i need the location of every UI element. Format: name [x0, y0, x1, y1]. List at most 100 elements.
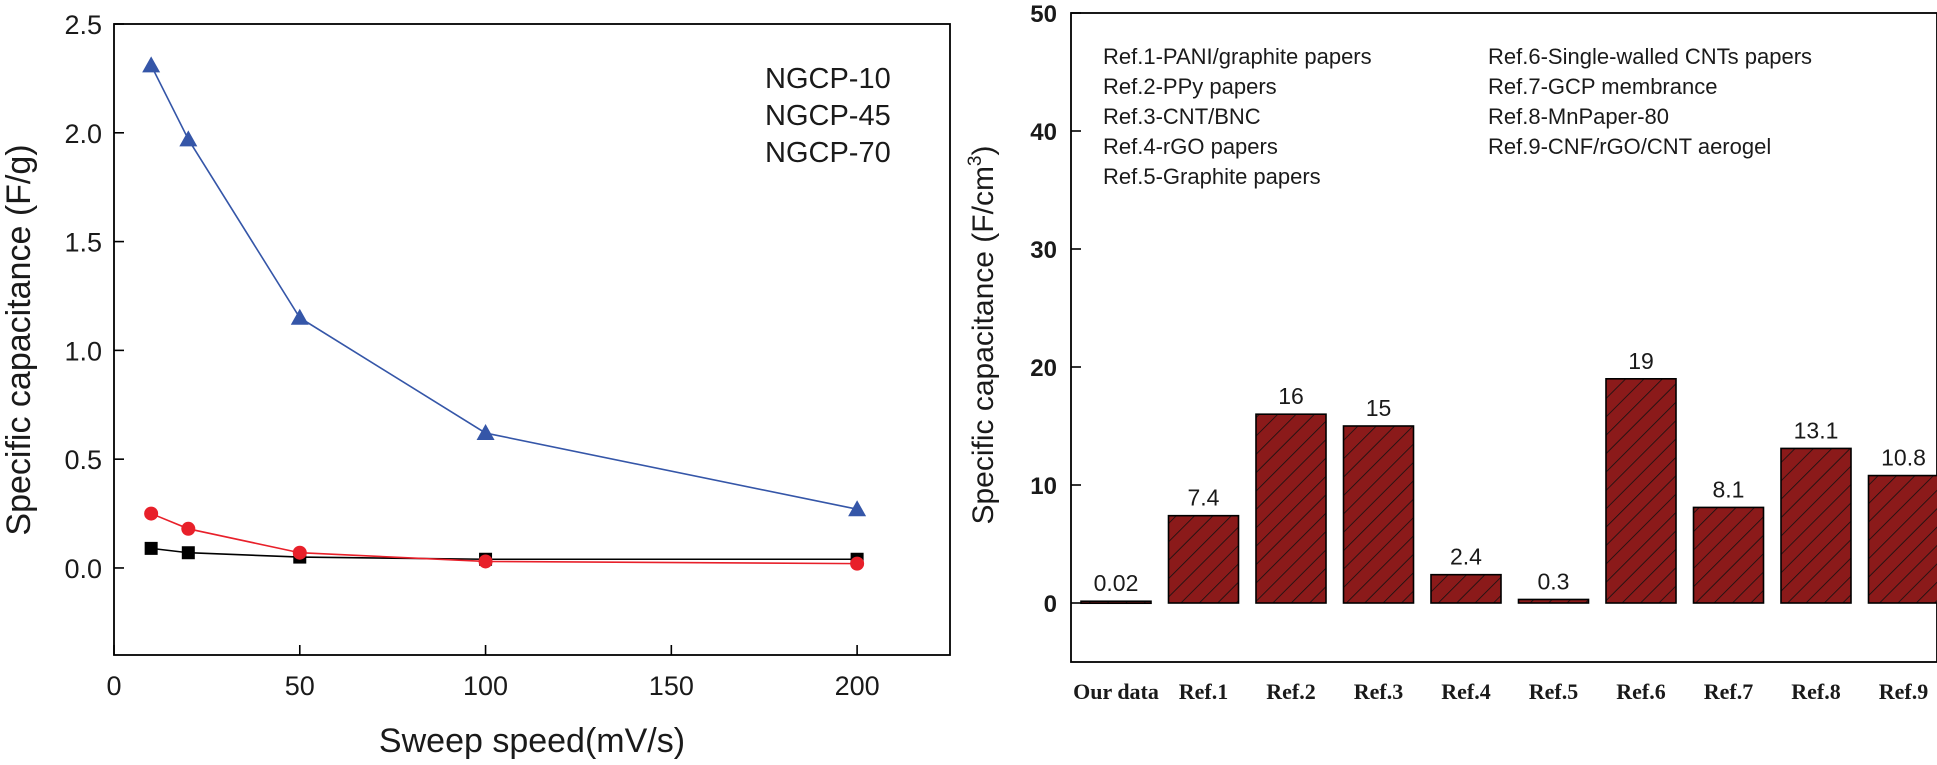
reference-entry: Ref.5-Graphite papers	[1103, 164, 1321, 189]
category-label: Ref.5	[1529, 679, 1578, 704]
category-label: Our data	[1073, 679, 1159, 704]
bar	[1342, 425, 1415, 604]
data-point-triangle	[476, 424, 495, 441]
line-chart-frame	[113, 23, 951, 656]
reference-description: -Single-walled CNTs papers	[1541, 44, 1812, 69]
category-label: Ref.7	[1704, 679, 1753, 704]
series-line-1	[151, 547, 858, 561]
bar	[1867, 474, 1937, 604]
category-label: Ref.1	[1179, 679, 1228, 704]
reference-entry: Ref.4-rGO papers	[1103, 134, 1278, 159]
bar	[1080, 600, 1152, 605]
reference-entry: Ref.6-Single-walled CNTs papers	[1488, 44, 1812, 69]
reference-entry: Ref.2-PPy papers	[1103, 74, 1277, 99]
category-label: Ref.8	[1791, 679, 1840, 704]
data-point-square	[144, 541, 158, 555]
y-tick-label: 10	[1030, 473, 1057, 500]
reference-description: -rGO papers	[1156, 134, 1278, 159]
y-tick-label: 0.5	[64, 445, 102, 475]
x-tick-label: 200	[835, 671, 880, 701]
bar-value-label: 13.1	[1794, 417, 1839, 443]
bar-chart-y-ticks: 0 10 20 30 40 50	[1030, 1, 1081, 618]
y-tick-label: 1.5	[64, 228, 102, 258]
y-tick-label: 40	[1030, 119, 1057, 146]
reference-id: Ref.2	[1103, 74, 1156, 99]
bar	[1430, 573, 1502, 604]
legend-entry-ngcp-70: NGCP-70	[765, 137, 891, 169]
line-chart-y-ticks: 0.0 0.5 1.0 1.5 2.0 2.5	[64, 10, 124, 584]
bar-value-label: 2.4	[1450, 544, 1482, 570]
bar	[1255, 413, 1327, 604]
bar-chart-y-axis-label: Specific capacitance (F/cm3)	[965, 145, 1000, 524]
bar-value-label: 10.8	[1881, 445, 1926, 471]
x-tick-label: 150	[649, 671, 694, 701]
x-tick-label: 0	[106, 671, 121, 701]
reference-id: Ref.6	[1488, 44, 1541, 69]
bar-value-label: 7.4	[1188, 485, 1220, 511]
category-label: Ref.4	[1441, 679, 1490, 704]
bar-value-label: 19	[1628, 348, 1654, 374]
line-chart-x-axis-label: Sweep speed(mV/s)	[379, 722, 685, 760]
y-tick-label: 2.5	[64, 10, 102, 40]
bar	[1167, 514, 1240, 604]
line-chart: 0 50 100 150 200 0.0 0.5 1.0 1.5 2.0 2.5 Sweep sp…	[0, 10, 951, 760]
category-label: Ref.9	[1879, 679, 1928, 704]
bar	[1692, 506, 1765, 604]
reference-description: -Graphite papers	[1156, 164, 1321, 189]
y-tick-label: 1.0	[64, 336, 102, 366]
x-tick-label: 50	[285, 671, 315, 701]
data-point-circle	[181, 521, 196, 536]
bar-value-label: 0.02	[1094, 570, 1139, 596]
reference-entry: Ref.1-PANI/graphite papers	[1103, 44, 1372, 69]
reference-id: Ref.8	[1488, 104, 1541, 129]
bar-value-label: 15	[1366, 395, 1392, 421]
bar	[1780, 447, 1852, 604]
bar	[1605, 377, 1677, 604]
data-point-triangle	[179, 130, 198, 147]
reference-description: -GCP membrance	[1541, 74, 1718, 99]
line-chart-series	[142, 56, 867, 571]
y-tick-label: 20	[1030, 355, 1057, 382]
data-point-triangle	[142, 56, 161, 73]
bar-chart-y-axis-label-tail: )	[967, 145, 1000, 155]
y-tick-label: 30	[1030, 237, 1057, 264]
data-point-triangle	[848, 500, 867, 517]
category-label: Ref.6	[1616, 679, 1665, 704]
data-point-circle	[144, 506, 159, 521]
bar-chart-frame	[1070, 12, 1937, 663]
data-point-square	[181, 546, 195, 560]
y-tick-label: 0	[1044, 591, 1057, 618]
bar-value-label: 16	[1278, 383, 1304, 409]
series-line-3	[150, 64, 858, 511]
bar-value-label: 0.3	[1538, 568, 1570, 594]
line-chart-x-ticks: 0 50 100 150 200	[106, 645, 880, 701]
data-point-circle	[292, 545, 307, 560]
reference-description: -PPy papers	[1156, 74, 1277, 99]
legend-entry-ngcp-45: NGCP-45	[765, 100, 891, 132]
data-point-circle	[850, 556, 865, 571]
x-tick-label: 100	[463, 671, 508, 701]
bar-chart-reference-list: Ref.1-PANI/graphite papers Ref.2-PPy pape…	[1103, 44, 1812, 189]
bar-value-label: 8.1	[1713, 476, 1745, 502]
category-label: Ref.3	[1354, 679, 1403, 704]
bar-chart: 0 10 20 30 40 50 0.02 7.4 16 15 2.4 0.3 19 8.1 13.1 10…	[965, 1, 1937, 704]
data-point-circle	[478, 554, 493, 569]
category-label: Ref.2	[1266, 679, 1315, 704]
line-chart-y-axis-label: Specific capacitance (F/g)	[0, 144, 38, 535]
reference-id: Ref.3	[1103, 104, 1156, 129]
reference-id: Ref.9	[1488, 134, 1541, 159]
y-tick-label: 50	[1030, 1, 1057, 28]
bar-chart-y-axis-label-main: Specific capacitance (F/cm	[967, 166, 1000, 524]
reference-entry: Ref.9-CNF/rGO/CNT aerogel	[1488, 134, 1771, 159]
reference-id: Ref.4	[1103, 134, 1156, 159]
reference-entry: Ref.7-GCP membrance	[1488, 74, 1717, 99]
bar-chart-bars: 0.02 7.4 16 15 2.4 0.3 19 8.1 13.1 10.8	[1080, 348, 1937, 605]
y-tick-label: 0.0	[64, 554, 102, 584]
bar-chart-categories: Our data Ref.1 Ref.2 Ref.3 Ref.4 Ref.5 Ref.6 Re…	[1073, 679, 1928, 704]
reference-description: -CNF/rGO/CNT aerogel	[1541, 134, 1772, 159]
bar	[1517, 598, 1590, 604]
reference-description: -CNT/BNC	[1156, 104, 1261, 129]
reference-entry: Ref.3-CNT/BNC	[1103, 104, 1261, 129]
reference-id: Ref.1	[1103, 44, 1156, 69]
